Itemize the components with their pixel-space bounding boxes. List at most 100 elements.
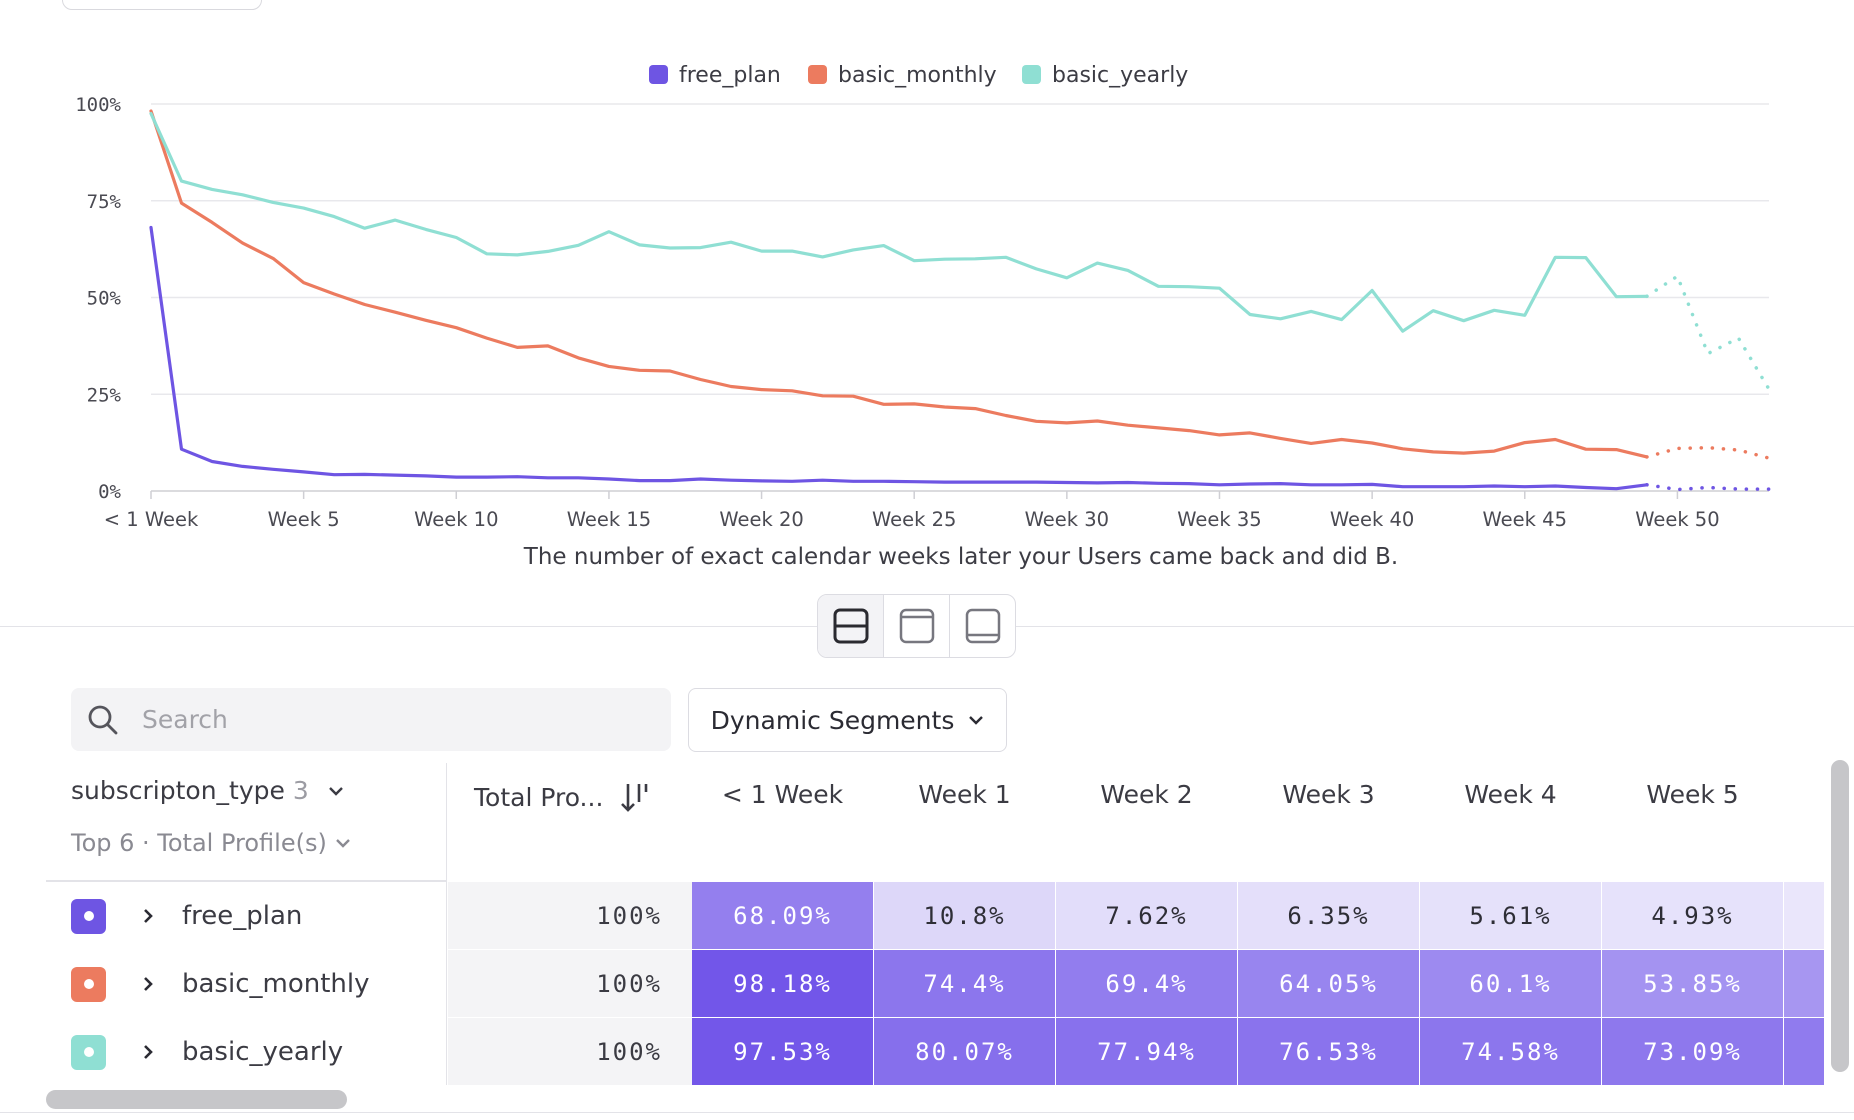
y-tick-label: 75% (87, 191, 122, 213)
row-name: basic_yearly (182, 1037, 344, 1067)
horizontal-scrollbar[interactable] (46, 1090, 347, 1109)
retention-cell[interactable]: 98.18% (692, 950, 873, 1017)
group-selector[interactable]: subscripton_type 3 (71, 776, 351, 805)
chevron-right-icon (144, 909, 153, 923)
table-header-separator (46, 880, 446, 882)
search-input[interactable] (140, 704, 624, 735)
legend-swatch (808, 65, 827, 84)
column-header[interactable]: Week 5 (1646, 780, 1739, 809)
top-panel-icon (899, 608, 934, 644)
retention-cell[interactable]: 10.8% (874, 882, 1055, 949)
retention-cell[interactable]: 64.05% (1238, 950, 1419, 1017)
x-tick-label: Week 25 (872, 508, 956, 531)
chevron-right-icon (144, 977, 153, 991)
retention-cell[interactable]: 80.07% (874, 1018, 1055, 1085)
sort-descending-icon[interactable] (619, 780, 653, 814)
search-icon (88, 705, 118, 734)
column-header[interactable]: Week 4 (1464, 780, 1557, 809)
top-panel-button[interactable] (884, 595, 950, 657)
table-row-label: free_plan (71, 882, 302, 950)
legend-label: basic_yearly (1052, 63, 1188, 88)
row-name: free_plan (182, 901, 303, 931)
top-selector[interactable]: Top 6 · Total Profile(s) (71, 829, 351, 857)
row-name: basic_monthly (182, 969, 370, 999)
x-tick-label: Week 5 (268, 508, 340, 531)
bottom-panel-icon (965, 608, 1000, 644)
series-projection-basic_yearly (1645, 273, 1771, 391)
group-count: 3 (292, 776, 309, 805)
vertical-scrollbar[interactable] (1831, 760, 1849, 1072)
top-label: Top 6 · Total Profile(s) (71, 829, 327, 857)
x-tick-label: Week 40 (1330, 508, 1414, 531)
expand-row-button[interactable] (136, 975, 160, 993)
column-header[interactable]: Week 1 (918, 780, 1011, 809)
retention-cell[interactable]: 7.62% (1056, 882, 1237, 949)
chevron-down-icon (328, 786, 343, 796)
retention-cell[interactable]: 60.1% (1420, 950, 1601, 1017)
search-box (71, 688, 671, 751)
retention-cell[interactable]: 97.53% (692, 1018, 873, 1085)
table-column-separator (446, 763, 447, 1085)
x-axis-label: The number of exact calendar weeks later… (523, 544, 1398, 570)
retention-cell[interactable]: 76.53% (1238, 1018, 1419, 1085)
column-header[interactable]: Week 2 (1100, 780, 1193, 809)
retention-line-chart: 100% 75% 50% 25% 0% < 1 Week Week 5 Week 10 Week… (75, 63, 1771, 570)
y-tick-label: 25% (87, 384, 122, 406)
x-tick-label: Week 15 (567, 508, 651, 531)
split-view-button[interactable] (818, 595, 884, 657)
group-label: subscripton_type (71, 776, 285, 805)
retention-cell[interactable]: 53.85% (1602, 950, 1783, 1017)
x-tick-label: < 1 Week (104, 508, 199, 531)
retention-cell[interactable]: 74.4% (874, 950, 1055, 1017)
series-line-free_plan (149, 225, 1649, 491)
chevron-down-icon (335, 839, 350, 848)
x-tick-label: Week 45 (1483, 508, 1567, 531)
legend-swatch (649, 65, 668, 84)
series-line-basic_yearly (149, 111, 1649, 333)
x-tick-label: Week 30 (1025, 508, 1109, 531)
column-header[interactable]: < 1 Week (721, 780, 844, 809)
retention-cell[interactable]: 4.93% (1602, 882, 1783, 949)
x-tick-label: Week 10 (414, 508, 498, 531)
table-row-label: basic_monthly (71, 950, 370, 1018)
split-view-icon (833, 608, 868, 644)
retention-cell[interactable]: 77.94% (1056, 1018, 1237, 1085)
expand-row-button[interactable] (136, 907, 160, 925)
retention-cell[interactable]: 5.61% (1420, 882, 1601, 949)
bottom-border (0, 1112, 1854, 1113)
series-projection-free_plan (1645, 483, 1771, 492)
series-checkbox[interactable] (71, 966, 106, 1002)
bottom-panel-button[interactable] (950, 595, 1015, 657)
retention-cell[interactable]: 68.09% (692, 882, 873, 949)
legend-swatch (1022, 65, 1041, 84)
column-header[interactable]: Week 3 (1282, 780, 1375, 809)
x-tick-label: Week 50 (1635, 508, 1719, 531)
series-line-basic_monthly (149, 109, 1649, 459)
total-cell: 100% (448, 1018, 692, 1085)
retention-cell-overflow (1784, 950, 1824, 1017)
series-checkbox[interactable] (71, 898, 106, 934)
checkbox-dot (83, 979, 94, 989)
chevron-right-icon (144, 1045, 153, 1059)
series-checkbox[interactable] (71, 1034, 106, 1070)
retention-cell[interactable]: 6.35% (1238, 882, 1419, 949)
group-header: subscripton_type 3 Top 6 · Total Profile… (71, 776, 351, 857)
retention-cell[interactable]: 69.4% (1056, 950, 1237, 1017)
retention-cell[interactable]: 74.58% (1420, 1018, 1601, 1085)
dynamic-segments-label: Dynamic Segments (710, 705, 955, 735)
expand-row-button[interactable] (136, 1043, 160, 1061)
dynamic-segments-button[interactable]: Dynamic Segments (688, 688, 1007, 752)
x-tick-label: Week 35 (1177, 508, 1261, 531)
y-tick-label: 100% (75, 94, 121, 116)
retention-cell[interactable]: 73.09% (1602, 1018, 1783, 1085)
table-row-label: basic_yearly (71, 1018, 343, 1086)
y-tick-label: 0% (98, 481, 121, 503)
retention-cell-overflow (1784, 1018, 1824, 1085)
x-tick-label: Week 20 (719, 508, 803, 531)
checkbox-dot (83, 1047, 94, 1057)
chevron-down-icon (969, 716, 984, 725)
total-profiles-header[interactable]: Total Pro... (474, 780, 653, 814)
total-header-label: Total Pro... (474, 782, 604, 812)
total-cell: 100% (448, 950, 692, 1017)
series-projection-basic_monthly (1645, 445, 1771, 460)
